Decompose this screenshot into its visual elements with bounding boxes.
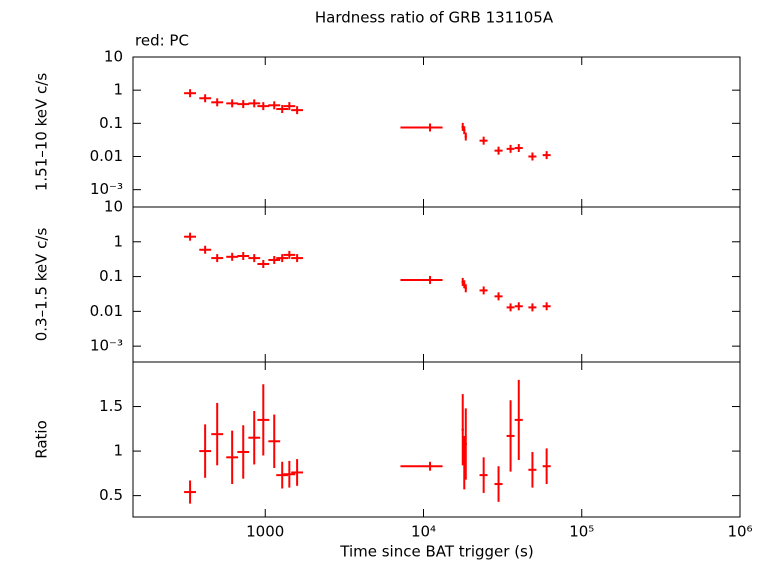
y-axis-label: Ratio: [33, 420, 51, 459]
x-tick-label: 10⁶: [727, 523, 752, 541]
y-tick-label: 10⁻³: [90, 337, 123, 355]
x-tick-label: 1000: [246, 523, 284, 541]
y-tick-label: 1: [113, 232, 123, 250]
plot-frame: [132, 206, 741, 363]
y-tick-label: 1: [113, 81, 123, 99]
y-tick-label: 10: [104, 198, 123, 216]
y-tick-label: 10⁻³: [90, 180, 123, 198]
y-tick-label: 0.01: [90, 147, 123, 165]
x-tick-label: 10⁴: [411, 523, 436, 541]
plot-frame: [132, 361, 741, 518]
y-tick-label: 10: [104, 48, 123, 66]
y-axis-label: 0.3–1.5 keV c/s: [33, 228, 51, 342]
plot-frame: [132, 56, 741, 208]
y-tick-label: 0.01: [90, 302, 123, 320]
y-axis-label: 1.51–10 keV c/s: [33, 73, 51, 191]
y-tick-label: 0.5: [99, 486, 123, 504]
y-tick-label: 1.5: [99, 397, 123, 415]
x-tick-label: 10⁵: [569, 523, 594, 541]
y-tick-label: 0.1: [99, 114, 123, 132]
annotation: red: PC: [135, 32, 189, 50]
chart-title: Hardness ratio of GRB 131105A: [315, 9, 554, 27]
y-tick-label: 1: [113, 442, 123, 460]
x-axis-label: Time since BAT trigger (s): [339, 543, 533, 561]
y-tick-label: 0.1: [99, 267, 123, 285]
